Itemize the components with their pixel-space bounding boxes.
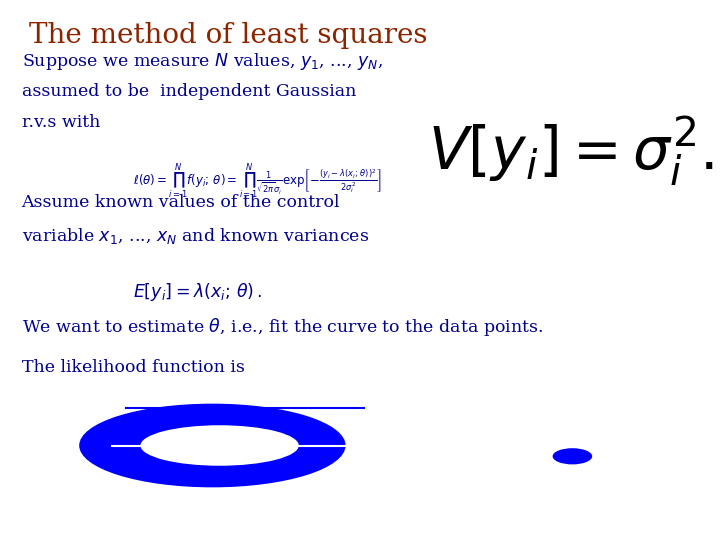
Text: The method of least squares: The method of least squares	[29, 22, 427, 49]
Text: Suppose we measure $N$ values, $y_1$, ..., $y_N$,: Suppose we measure $N$ values, $y_1$, ..…	[22, 51, 382, 72]
Text: $\ell(\theta) = \prod_{i=1}^{N} f(y_i;\,\theta) = \prod_{i=1}^{N} \frac{1}{\sqrt: $\ell(\theta) = \prod_{i=1}^{N} f(y_i;\,…	[133, 162, 382, 201]
Text: assumed to be  independent Gaussian: assumed to be independent Gaussian	[22, 83, 356, 99]
Ellipse shape	[79, 404, 346, 487]
Text: variable $x_1$, ..., $x_N$ and known variances: variable $x_1$, ..., $x_N$ and known var…	[22, 226, 369, 246]
Text: r.v.s with: r.v.s with	[22, 114, 100, 131]
Text: $V[y_i] = \sigma_i^2.$: $V[y_i] = \sigma_i^2.$	[428, 114, 714, 188]
Text: We want to estimate $\theta$, i.e., fit the curve to the data points.: We want to estimate $\theta$, i.e., fit …	[22, 316, 543, 338]
Ellipse shape	[552, 448, 592, 464]
Text: Assume known values of the control: Assume known values of the control	[22, 194, 340, 211]
Text: The likelihood function is: The likelihood function is	[22, 359, 245, 376]
Text: $E[y_i] = \lambda(x_i;\,\theta)\,.$: $E[y_i] = \lambda(x_i;\,\theta)\,.$	[133, 281, 262, 303]
Ellipse shape	[140, 426, 299, 465]
